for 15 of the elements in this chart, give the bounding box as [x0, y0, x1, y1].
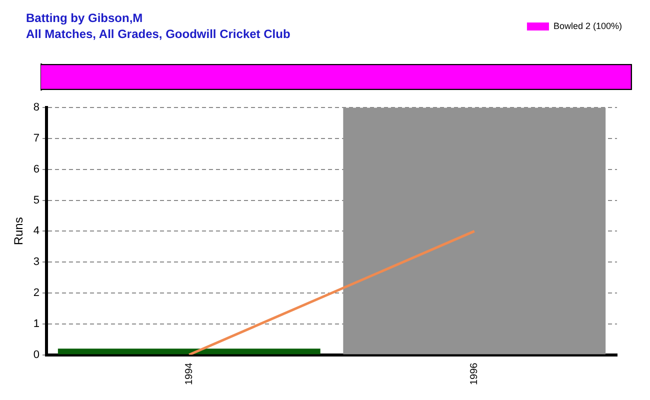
chart-subtitle: All Matches, All Grades, Goodwill Cricket Club [26, 26, 290, 42]
y-tick-label: 7 [33, 132, 40, 145]
y-tick-label: 2 [33, 286, 40, 299]
y-tick-label: 4 [33, 225, 40, 238]
y-tick-label: 5 [33, 194, 40, 206]
y-axis-title: Runs [12, 217, 26, 246]
y-tick-label: 3 [33, 256, 40, 268]
y-tick-label: 1 [33, 318, 40, 330]
chart-title: Batting by Gibson,M [26, 10, 144, 26]
x-tick-label: 1996 [469, 362, 480, 386]
legend-label: Bowled 2 (100%) [553, 20, 622, 31]
y-tick-label: 0 [33, 348, 40, 361]
x-tick-label: 1994 [184, 362, 195, 386]
y-tick-label: 8 [33, 102, 40, 114]
y-tick-label: 6 [33, 163, 40, 176]
